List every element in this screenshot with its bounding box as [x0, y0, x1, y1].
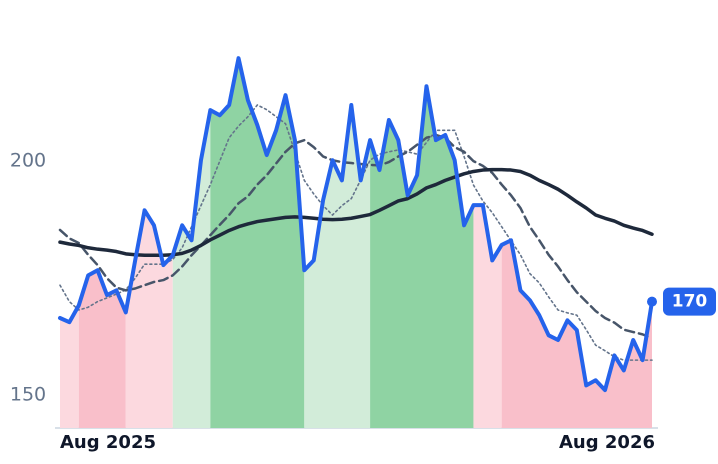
region — [473, 205, 502, 428]
y-tick-label: 150 — [10, 384, 46, 406]
value-badge — [663, 287, 716, 316]
region — [370, 86, 474, 428]
region — [172, 110, 211, 428]
x-tick-label: Aug 2026 — [559, 432, 655, 453]
region — [125, 210, 173, 428]
last-point — [647, 296, 657, 307]
region — [210, 58, 305, 429]
line-series — [58, 56, 654, 393]
x-tick-label: Aug 2025 — [60, 432, 156, 453]
value-label: 170 — [672, 292, 708, 312]
region — [304, 104, 371, 428]
region — [78, 270, 126, 428]
y-tick-label: 200 — [10, 150, 46, 172]
region — [60, 305, 79, 428]
line-series — [58, 133, 654, 340]
line-series — [59, 104, 653, 361]
line-series — [58, 167, 654, 258]
